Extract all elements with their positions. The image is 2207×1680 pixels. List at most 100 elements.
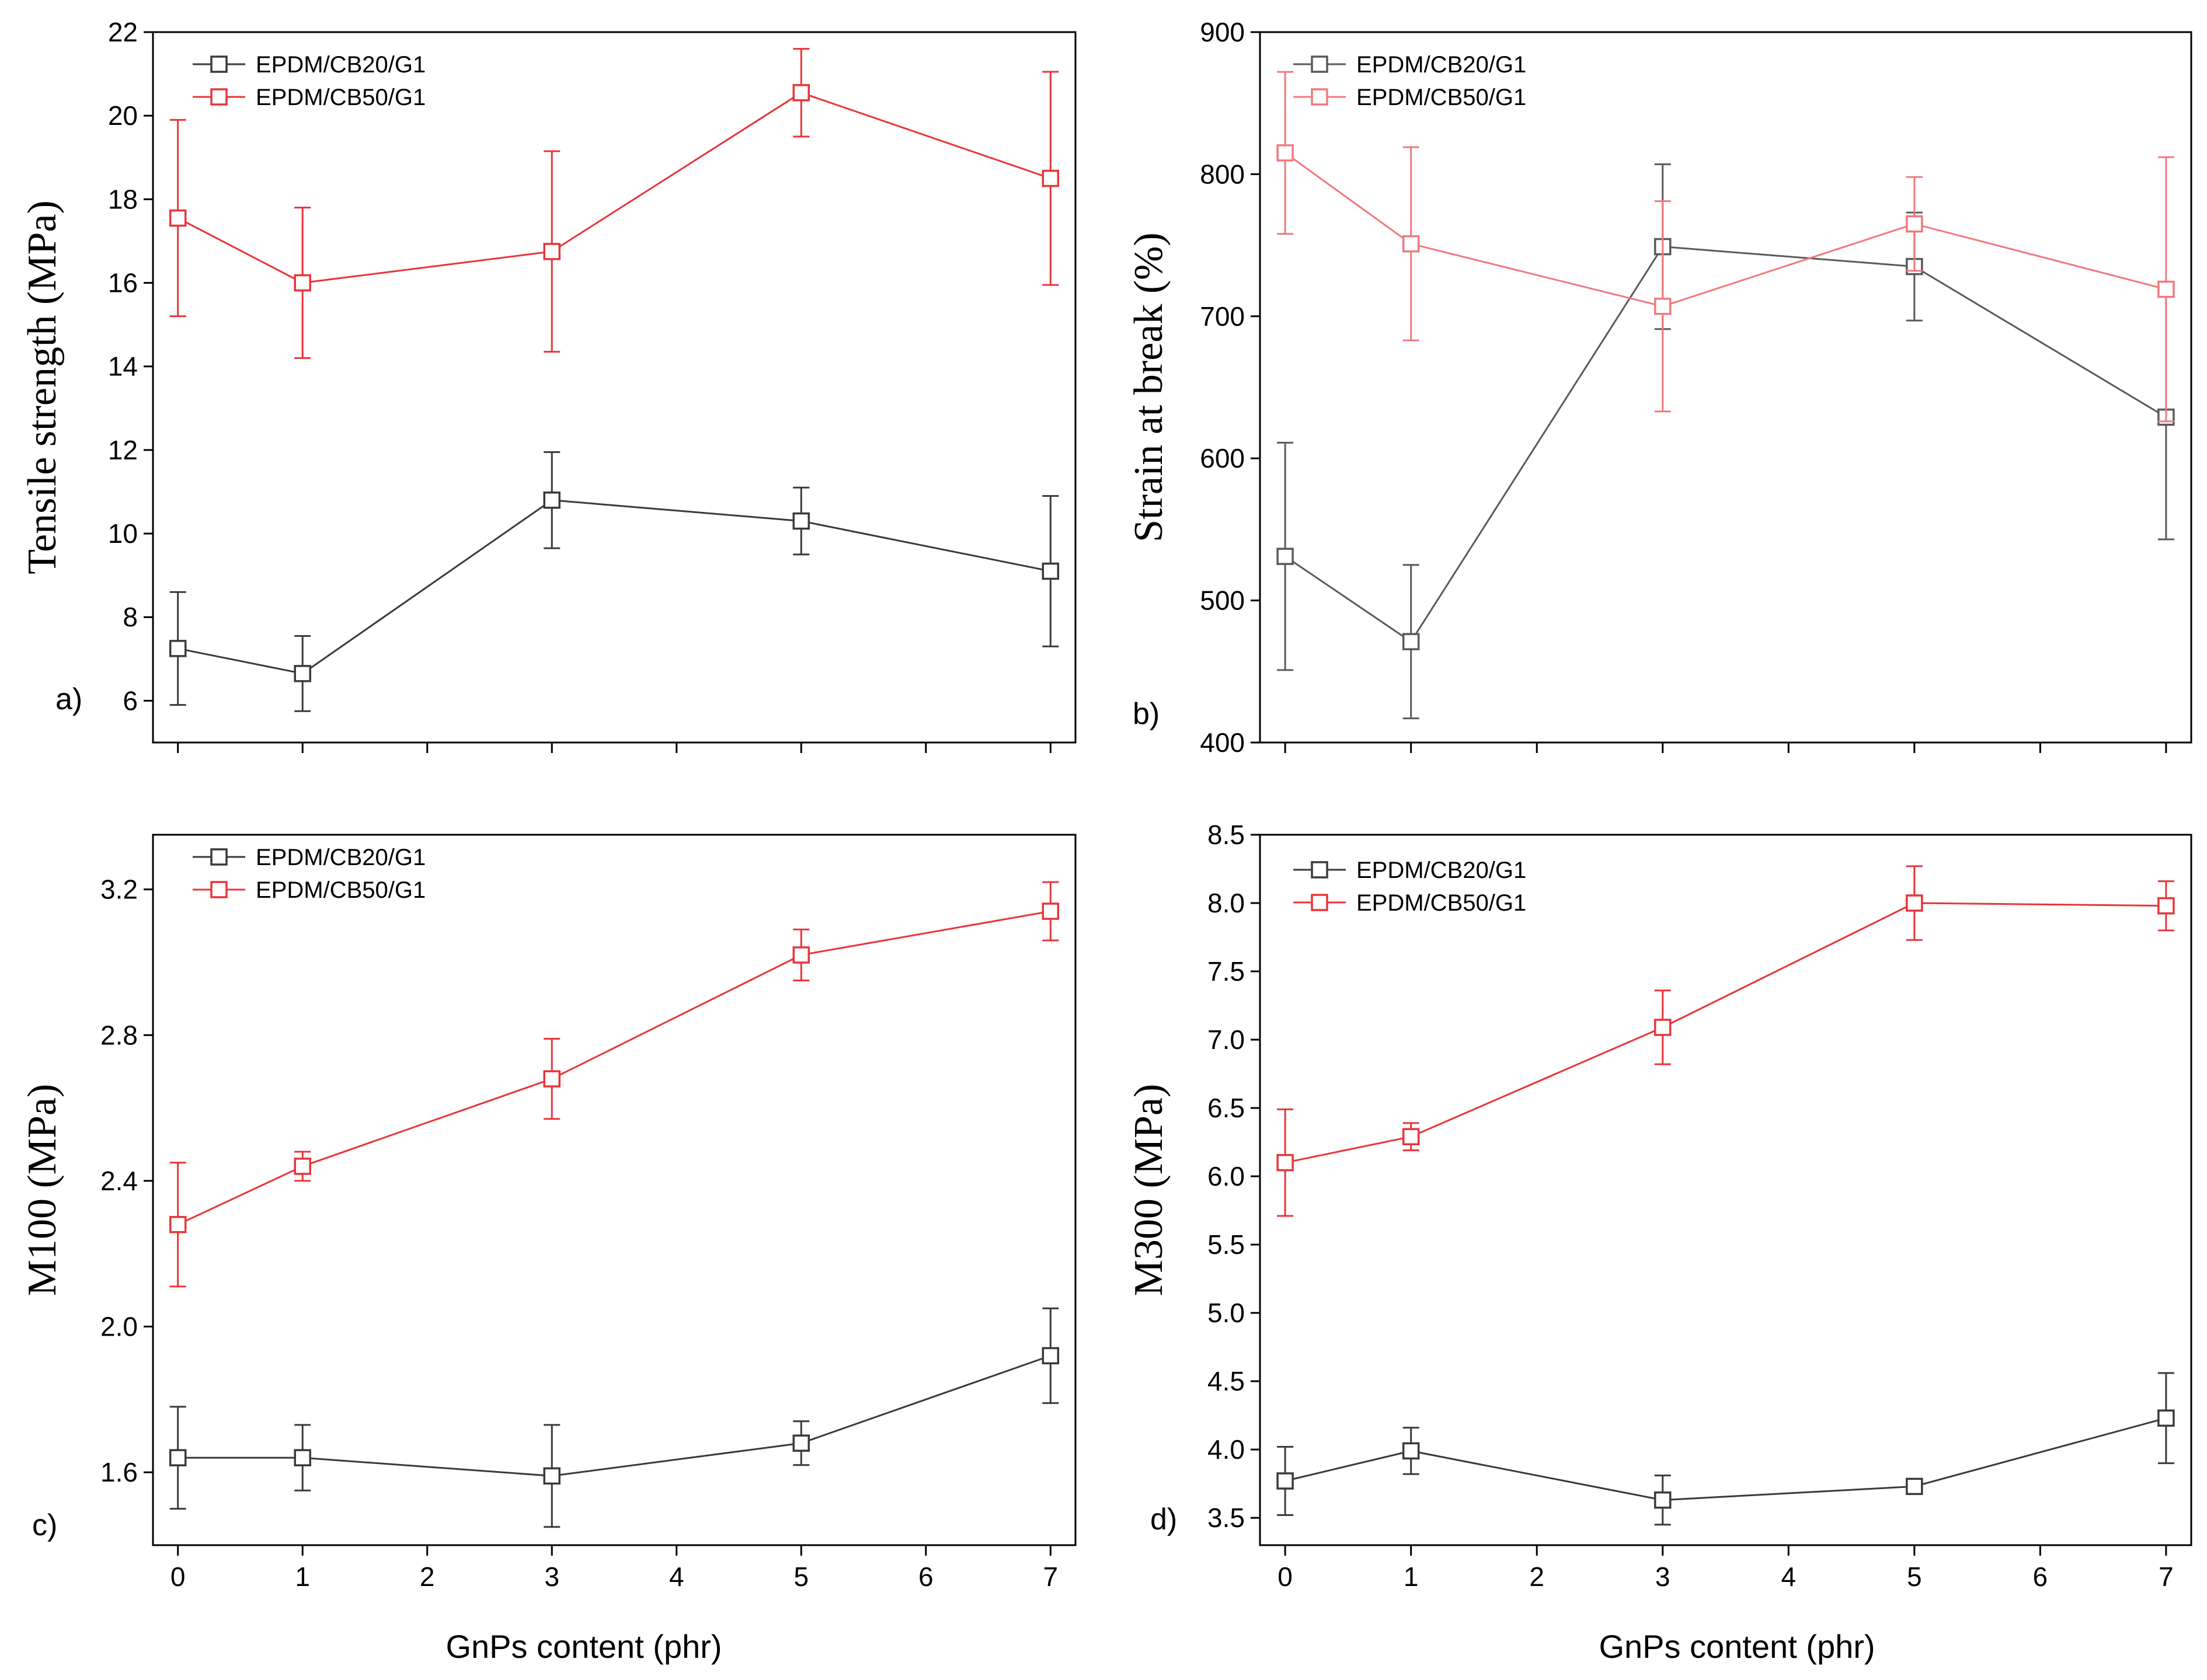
data-point-marker <box>294 1449 311 1466</box>
series-epdm-cb50-g1 <box>1276 71 2175 423</box>
y-tick-label: 2.8 <box>100 1020 138 1050</box>
y-tick-label: 4.0 <box>1207 1434 1245 1465</box>
legend-entry: EPDM/CB50/G1 <box>1356 890 1526 916</box>
y-tick-label: 12 <box>108 435 138 465</box>
x-tick-label: 1 <box>1404 1562 1419 1592</box>
y-tick-label: 16 <box>108 268 138 298</box>
legend-marker <box>1311 88 1328 106</box>
x-tick-label: 2 <box>1529 1562 1544 1592</box>
legend-entry: EPDM/CB50/G1 <box>256 85 426 110</box>
y-tick-label: 6.5 <box>1207 1093 1245 1123</box>
panel-b-strain-at-break: 400 500 600 700 800 900 Strain at break (%) b) E… <box>1126 17 2192 758</box>
legend-marker <box>210 55 228 73</box>
series-epdm-cb20-g1 <box>1276 1372 2175 1526</box>
y-axis-title: Tensile strength (MPa) <box>20 200 65 574</box>
x-tick-label: 0 <box>170 1562 186 1592</box>
legend-marker <box>210 848 228 866</box>
data-point-marker <box>1042 169 1060 187</box>
plot-frame <box>1259 834 2192 1546</box>
legend-entry: EPDM/CB50/G1 <box>256 877 426 903</box>
data-point-marker <box>543 243 561 260</box>
y-axis-title: M100 (MPa) <box>20 1084 65 1296</box>
data-point-marker <box>1402 1442 1420 1460</box>
panel-label: b) <box>1133 697 1160 731</box>
legend-entry: EPDM/CB50/G1 <box>1356 85 1526 110</box>
legend: EPDM/CB20/G1 EPDM/CB50/G1 <box>1293 52 1526 110</box>
y-tick-label: 20 <box>108 100 138 131</box>
series-epdm-cb50-g1 <box>169 48 1060 359</box>
y-tick-label: 900 <box>1200 17 1245 47</box>
data-point-marker <box>1276 144 1294 162</box>
data-point-marker <box>1402 235 1420 253</box>
legend-marker <box>210 88 228 106</box>
series-epdm-cb20-g1 <box>169 1307 1060 1528</box>
data-point-marker <box>1276 548 1294 565</box>
data-point-marker <box>1042 562 1060 580</box>
data-point-marker <box>1276 1472 1294 1490</box>
data-point-marker <box>1653 1019 1672 1036</box>
y-axis-title: Strain at break (%) <box>1126 232 1171 542</box>
y-tick-label: 7.0 <box>1207 1024 1245 1055</box>
panel-label: a) <box>55 682 82 716</box>
data-point-marker <box>1276 1153 1294 1172</box>
data-point-marker <box>169 1216 187 1233</box>
y-tick-label: 700 <box>1200 301 1245 332</box>
y-tick-label: 8.5 <box>1207 820 1245 850</box>
panel-d-m300: 3.5 4.0 4.5 5.0 5.5 6.0 6.5 7.0 7.5 8.0 8.5 0 1 2 3 4 5 6… <box>1126 820 2192 1592</box>
y-tick-label: 400 <box>1200 727 1245 758</box>
legend: EPDM/CB20/G1 EPDM/CB50/G1 <box>193 52 426 110</box>
data-point-marker <box>792 946 810 964</box>
plot-frame <box>152 31 1077 744</box>
x-tick-label: 6 <box>2033 1562 2048 1592</box>
y-tick-label: 2.4 <box>100 1166 138 1196</box>
legend: EPDM/CB20/G1 EPDM/CB50/G1 <box>1293 858 1526 916</box>
legend-marker <box>210 881 228 898</box>
legend-marker <box>1311 894 1328 911</box>
y-tick-label: 5.0 <box>1207 1298 1245 1328</box>
y-tick-label: 6 <box>123 685 138 716</box>
data-point-marker <box>169 640 187 657</box>
y-tick-label: 3.5 <box>1207 1503 1245 1533</box>
plot-frame <box>1259 31 2192 744</box>
y-tick-label: 600 <box>1200 443 1245 473</box>
series-line <box>177 499 1051 675</box>
series-line <box>1284 152 2167 308</box>
x-axis-title-left: GnPs content (phr) <box>445 1628 722 1665</box>
data-point-marker <box>792 84 810 102</box>
plot-frame <box>152 834 1077 1546</box>
data-point-marker <box>294 274 311 292</box>
y-tick-label: 18 <box>108 184 138 214</box>
x-tick-label: 7 <box>2159 1562 2174 1592</box>
panel-label: c) <box>32 1508 57 1542</box>
x-tick-label: 1 <box>295 1562 310 1592</box>
y-tick-label: 1.6 <box>100 1457 138 1487</box>
data-point-marker <box>1653 298 1672 315</box>
panel-label: d) <box>1150 1503 1177 1536</box>
legend: EPDM/CB20/G1 EPDM/CB50/G1 <box>193 845 426 903</box>
legend-entry: EPDM/CB20/G1 <box>1356 52 1526 78</box>
data-point-marker <box>1402 633 1420 650</box>
data-point-marker <box>2157 280 2175 298</box>
y-tick-label: 500 <box>1200 585 1245 616</box>
series-epdm-cb50-g1 <box>1276 865 2175 1217</box>
x-tick-label: 6 <box>918 1562 934 1592</box>
data-point-marker <box>294 1158 311 1175</box>
legend-entry: EPDM/CB20/G1 <box>1356 858 1526 883</box>
y-tick-label: 800 <box>1200 159 1245 189</box>
y-tick-label: 3.2 <box>100 874 138 905</box>
x-tick-label: 5 <box>1907 1562 1922 1592</box>
x-tick-label: 5 <box>793 1562 809 1592</box>
y-tick-label: 6.0 <box>1207 1161 1245 1191</box>
x-tick-label: 3 <box>544 1562 559 1592</box>
data-point-marker <box>1906 1477 1923 1496</box>
legend-marker <box>1311 55 1328 73</box>
data-point-marker <box>2157 897 2175 915</box>
y-tick-label: 14 <box>108 351 138 382</box>
data-point-marker <box>1042 1347 1060 1365</box>
y-tick-label: 22 <box>108 17 138 47</box>
data-point-marker <box>294 665 311 682</box>
data-point-marker <box>543 492 561 509</box>
x-tick-label: 4 <box>669 1562 684 1592</box>
data-point-marker <box>1906 894 1923 912</box>
data-point-marker <box>1653 1491 1672 1509</box>
